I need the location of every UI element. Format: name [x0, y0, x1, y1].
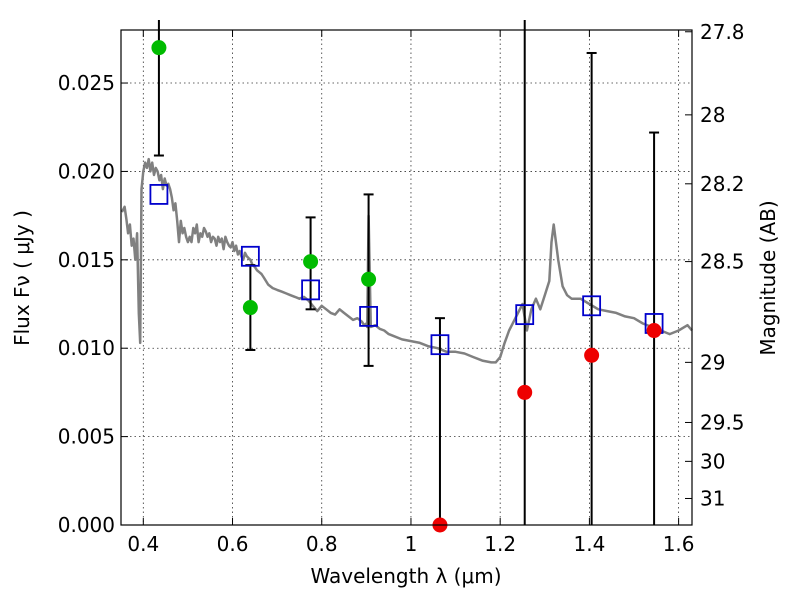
x-tick-label: 0.4	[127, 532, 159, 556]
right-tick-label: 28.2	[700, 172, 745, 196]
upper-limit-point	[646, 323, 662, 339]
right-tick-label: 31	[700, 486, 725, 510]
model-flux-square	[149, 184, 169, 205]
model-flux-square	[515, 304, 535, 326]
plot-area	[120, 20, 693, 533]
right-tick-label: 29	[700, 350, 725, 374]
right-axis-ticks: 27.8 28 28.2 28.5 29 29.5 30 31	[685, 20, 745, 510]
detection-point	[361, 271, 377, 287]
x-tick-label: 1.4	[573, 532, 605, 556]
y-axis-label: Flux Fν ( μJy )	[10, 210, 34, 346]
right-tick-label: 27.8	[700, 20, 745, 44]
detection-markers	[151, 40, 377, 316]
y-tick-label: 0.005	[58, 425, 115, 449]
x-tick-label: 1.2	[484, 532, 516, 556]
model-flux-square	[430, 334, 450, 356]
model-flux-square	[359, 305, 378, 327]
y-tick-label: 0.025	[58, 71, 115, 95]
y-axis-ticks: 0.000 0.005 0.010 0.015 0.020 0.025	[58, 71, 128, 537]
y-tick-label: 0.015	[58, 248, 115, 272]
model-flux-markers	[149, 184, 664, 356]
detection-point	[242, 300, 258, 316]
upper-limit-markers	[432, 323, 662, 533]
template-spectrum-line	[120, 157, 693, 364]
error-bars	[153, 20, 660, 525]
upper-limit-point	[584, 347, 600, 363]
x-tick-label: 1.6	[663, 532, 695, 556]
model-flux-square	[582, 295, 602, 317]
x-tick-label: 0.6	[217, 532, 249, 556]
x-tick-label: 1	[405, 532, 418, 556]
right-tick-label: 28	[700, 103, 725, 127]
detection-point	[303, 254, 319, 270]
x-tick-label: 0.8	[306, 532, 338, 556]
model-flux-square	[240, 245, 260, 267]
y-tick-label: 0.010	[58, 336, 115, 360]
right-tick-label: 28.5	[700, 250, 745, 274]
y-tick-label: 0.000	[58, 513, 115, 537]
model-flux-square	[301, 279, 320, 301]
y-tick-label: 0.020	[58, 159, 115, 183]
x-axis-ticks: 0.4 0.6 0.8 1 1.2 1.4 1.6	[127, 30, 695, 556]
right-tick-label: 29.5	[700, 410, 745, 434]
detection-point	[151, 40, 167, 56]
plot-frame	[120, 29, 693, 526]
x-axis-label: Wavelength λ (μm)	[310, 564, 501, 588]
grid-lines	[121, 30, 692, 526]
right-axis-label: Magnitude (AB)	[756, 200, 780, 355]
upper-limit-point	[517, 384, 533, 400]
right-tick-label: 30	[700, 449, 725, 473]
